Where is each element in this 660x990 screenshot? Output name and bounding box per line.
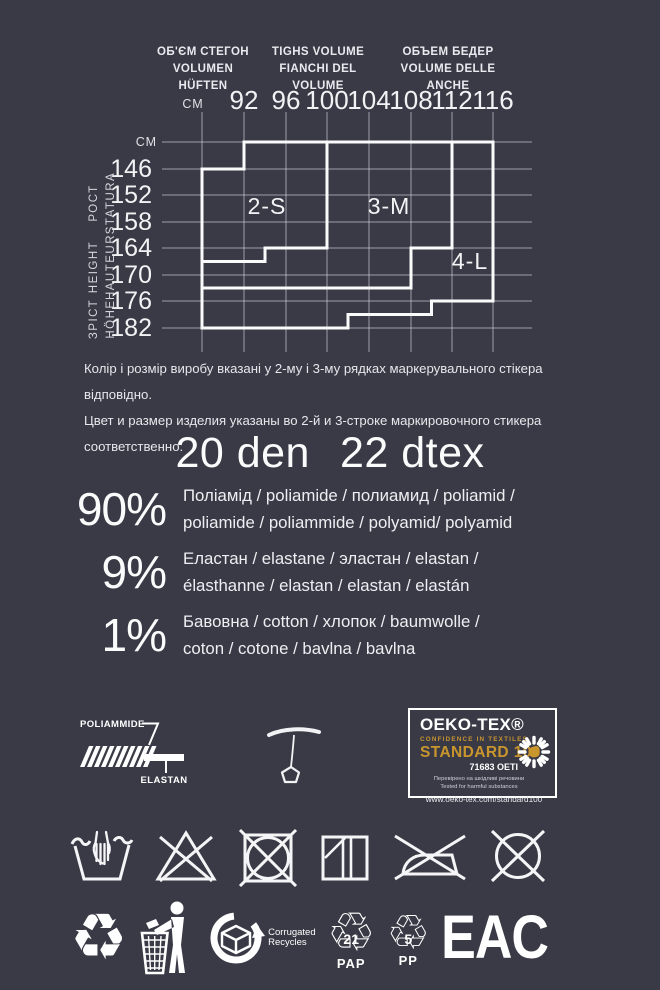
height-tick: 176	[110, 287, 152, 315]
header-line: TIGHS VOLUME	[271, 46, 365, 58]
height-tick: 170	[110, 261, 152, 289]
tights-icon	[267, 727, 321, 784]
header-line: VOLUME DELLE ANCHE	[400, 63, 496, 92]
header-line: ОБЪЕМ БЕДЕР	[402, 46, 494, 58]
hand-wash-icon	[70, 830, 134, 881]
note-russian: Цвет и размер изделия указаны во 2-й и 3…	[84, 413, 542, 454]
height-tick: 152	[110, 181, 152, 209]
hip-tick: 108	[389, 85, 432, 115]
material-names: Еластан / elastane / эластан / elastan /	[183, 549, 479, 568]
recycle-icon: ♻	[70, 901, 128, 975]
tested-text-uk: Перевірено на шкідливі речовини	[433, 776, 525, 782]
percent-value: 9%	[101, 546, 167, 598]
corrugated-recycles-mark: Corrugated Recycles	[207, 909, 316, 967]
do-not-tumble-dry-icon	[238, 828, 298, 887]
pp-material: PP	[398, 952, 418, 968]
composition-row-elastane: 9% Еластан / elastane / эластан / elasta…	[62, 545, 542, 599]
height-ticks: 146 152 158 164 170 176 182	[110, 155, 152, 342]
yarn-thickness: 20 den 22 dtex	[0, 429, 660, 478]
corrugated-label: Recycles	[268, 937, 307, 948]
oeko-tex-certificate-number: 71683 OETI	[469, 762, 518, 772]
pap-code: 21	[343, 930, 359, 947]
size-label-3m: 3-M	[368, 193, 411, 219]
percent-value: 1%	[101, 609, 167, 661]
material-names: Бавовна / cotton / хлопок / baumwolle /	[183, 612, 480, 631]
hip-tick: 96	[272, 85, 301, 115]
polyamide-wrap-stripes	[80, 746, 157, 767]
size-label-4l: 4-L	[452, 248, 488, 274]
elastane-core-bar	[144, 754, 184, 761]
material-names: élasthanne / elastan / elastan / elastán	[183, 576, 470, 595]
oeko-tex-standard: STANDARD 100	[420, 744, 541, 761]
height-axis-words: РОСТ STATURA HEIGHT HAUTEUR ЗРІСТ HÖHE	[88, 172, 117, 339]
pap-material: PAP	[336, 955, 366, 971]
pp-5-mark: ♲ 5 PP	[387, 909, 430, 968]
hip-axis-header-en-it: TIGHS VOLUME FIANCHI DEL VOLUME	[258, 44, 378, 95]
recycling-triangle-icon: ♲	[326, 900, 376, 964]
material-names: poliamide / poliammide / polyamid/ polya…	[183, 513, 513, 532]
pp-code: 5	[404, 930, 413, 947]
oeko-tex-flower-icon	[517, 735, 551, 769]
percent-value: 90%	[76, 483, 167, 535]
tidyman-icon	[140, 901, 185, 975]
cm-unit-top: СМ	[182, 97, 203, 111]
care-symbols-row	[70, 824, 548, 888]
do-not-iron-icon	[394, 834, 466, 881]
hip-axis-header-uk-de: ОБ'ЄМ СТЕГОН VOLUMEN HÜFTEN	[147, 44, 259, 95]
hip-tick: 116	[472, 85, 513, 115]
axis-word: HÖHE	[105, 299, 117, 338]
size-label-2s: 2-S	[248, 193, 287, 219]
pap-21-mark: ♲ 21 PAP	[326, 900, 376, 971]
hip-ticks: 92 96 100 104 108 112 116	[230, 85, 514, 115]
den-value: 20 den	[175, 429, 310, 477]
recycling-triangle-icon: ♲	[386, 904, 430, 961]
note-ukrainian: Колір і розмір виробу вказані у 2-му і 3…	[84, 361, 543, 402]
oeko-tex-url: www.oeko-tex.com/standard100	[425, 795, 543, 804]
header-line: FIANCHI DEL VOLUME	[279, 63, 357, 92]
height-tick: 164	[110, 234, 152, 262]
composition-row-polyamide: 90% Поліамід / poliamide / полиамид / po…	[62, 482, 542, 536]
hip-axis-header-ru-it: ОБЪЕМ БЕДЕР VOLUME DELLE ANCHE	[383, 44, 513, 95]
cm-unit-left: СМ	[136, 135, 157, 149]
axis-word: HAUTEUR	[105, 234, 117, 300]
axis-word: HEIGHT	[88, 241, 100, 293]
oeko-tex-brand: OEKO-TEX®	[420, 715, 525, 734]
height-tick: 182	[110, 314, 152, 342]
axis-word: ЗРІСТ	[88, 299, 100, 339]
axis-word: STATURA	[105, 172, 117, 234]
size-region-4l	[200, 140, 495, 330]
recycling-symbols-row: ♻	[70, 896, 549, 980]
corrugated-recycles-icon	[210, 912, 266, 964]
header-line: ОБ'ЄМ СТЕГОН	[156, 46, 250, 58]
hip-tick: 92	[230, 85, 259, 115]
size-chart: СМ СМ 92 96 100 104 108 112 116 146 152 …	[88, 85, 532, 352]
oeko-tex-label: OEKO-TEX® CONFIDENCE IN TEXTILES STANDAR…	[408, 708, 557, 804]
material-names: Поліамід / poliamide / полиамид / poliam…	[183, 486, 515, 505]
oeko-tex-tagline: CONFIDENCE IN TEXTILES	[420, 736, 528, 743]
height-tick: 158	[110, 208, 152, 236]
covered-yarn-icon: POLIAMMIDE ELASTAN	[80, 719, 188, 786]
composition-list: 90% Поліамід / poliamide / полиамид / po…	[62, 482, 542, 671]
elastane-label: ELASTAN	[141, 775, 188, 786]
do-not-bleach-icon	[155, 830, 217, 883]
sticker-notes: Колір і розмір виробу вказані у 2-му і 3…	[84, 356, 604, 460]
hip-tick: 104	[347, 85, 390, 115]
drip-dry-in-shade-icon	[321, 835, 369, 881]
composition-row-cotton: 1% Бавовна / cotton / хлопок / baumwolle…	[62, 608, 542, 662]
tested-text-en: Tested for harmful substances	[440, 784, 518, 790]
eac-mark: EAC	[441, 903, 549, 973]
header-line: VOLUMEN HÜFTEN	[172, 63, 234, 92]
hip-tick: 100	[305, 85, 348, 115]
corrugated-label: Corrugated	[268, 926, 316, 938]
polyamide-label: POLIAMMIDE	[80, 719, 145, 730]
hip-tick: 112	[431, 85, 472, 115]
height-tick: 146	[110, 155, 152, 183]
dtex-value: 22 dtex	[339, 429, 485, 477]
material-names: coton / cotone / bavlna / bavlna	[183, 639, 416, 658]
do-not-dry-clean-icon	[490, 829, 546, 883]
axis-word: РОСТ	[88, 184, 100, 221]
